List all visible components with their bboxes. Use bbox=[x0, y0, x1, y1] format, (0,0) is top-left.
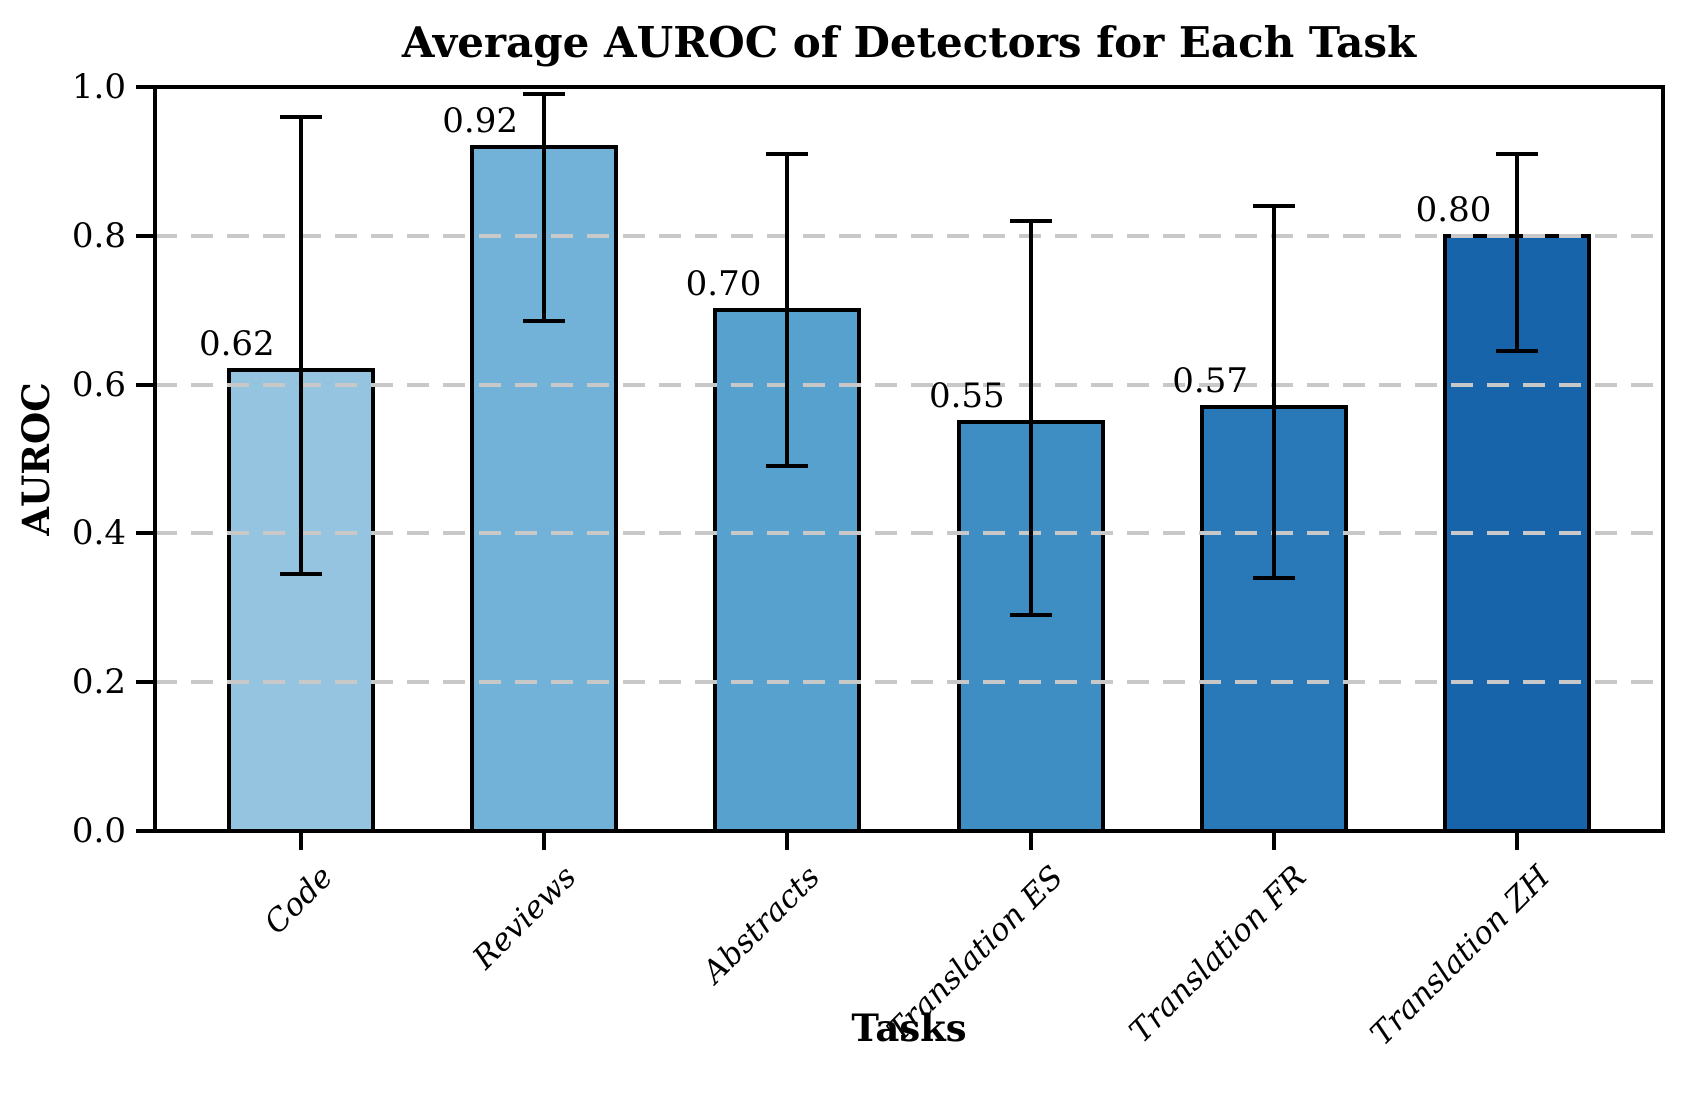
x-tick bbox=[1515, 833, 1520, 850]
error-cap-top bbox=[523, 92, 565, 97]
y-tick-label: 0.6 bbox=[71, 364, 126, 405]
y-tick bbox=[136, 531, 153, 536]
plot-area: 0.0 0.2 0.4 0.6 0.8 1.0 0.62 Code 0.92 Reviews 0.7… bbox=[72, 67, 1665, 1053]
error-cap-top bbox=[766, 151, 809, 156]
y-tick bbox=[136, 233, 153, 238]
x-tick bbox=[1028, 833, 1033, 850]
error-bar bbox=[1515, 153, 1520, 352]
bar-value-label: 0.70 bbox=[685, 264, 762, 305]
gridline bbox=[155, 382, 1663, 387]
error-cap-bottom bbox=[1253, 576, 1295, 581]
error-cap-top bbox=[1253, 204, 1295, 209]
error-cap-top bbox=[1496, 151, 1539, 156]
gridline bbox=[155, 680, 1663, 685]
error-cap-bottom bbox=[1009, 613, 1052, 618]
y-tick-label: 0.8 bbox=[71, 215, 126, 256]
x-tick bbox=[1272, 833, 1276, 850]
error-cap-bottom bbox=[766, 464, 809, 469]
chart-title: Average AUROC of Detectors for Each Task bbox=[401, 18, 1417, 67]
error-bar bbox=[298, 116, 303, 575]
x-tick bbox=[298, 833, 303, 850]
y-tick-label: 1.0 bbox=[71, 67, 126, 107]
y-tick bbox=[136, 382, 153, 387]
x-axis-label: Tasks bbox=[851, 1006, 967, 1050]
error-bar bbox=[542, 94, 546, 322]
y-axis-label: AUROC bbox=[14, 382, 58, 536]
bar-value-label: 0.57 bbox=[1172, 360, 1248, 401]
error-bar bbox=[1272, 206, 1276, 579]
bar-value-label: 0.55 bbox=[928, 375, 1005, 416]
error-cap-bottom bbox=[1496, 349, 1539, 354]
x-tick-label: Reviews bbox=[466, 859, 584, 977]
bar-value-label: 0.92 bbox=[442, 100, 518, 141]
x-tick-label: Code bbox=[257, 859, 341, 942]
bar-value-label: 0.80 bbox=[1415, 189, 1492, 230]
error-cap-top bbox=[1009, 218, 1052, 223]
error-cap-bottom bbox=[279, 572, 322, 577]
x-tick bbox=[542, 833, 546, 850]
y-tick-label: 0.0 bbox=[71, 811, 126, 851]
error-cap-top bbox=[279, 114, 322, 119]
y-tick bbox=[136, 85, 153, 89]
y-tick bbox=[136, 829, 153, 833]
gridline bbox=[155, 531, 1663, 536]
y-tick bbox=[136, 680, 153, 685]
error-cap-bottom bbox=[523, 319, 565, 324]
y-tick-label: 0.2 bbox=[71, 662, 126, 703]
x-tick bbox=[785, 833, 790, 850]
error-bar bbox=[1028, 220, 1033, 616]
x-tick-label: Abstracts bbox=[695, 859, 827, 991]
gridline bbox=[155, 233, 1663, 238]
error-bar bbox=[785, 153, 790, 467]
bar-value-label: 0.62 bbox=[198, 323, 275, 364]
y-tick-label: 0.4 bbox=[71, 513, 126, 554]
